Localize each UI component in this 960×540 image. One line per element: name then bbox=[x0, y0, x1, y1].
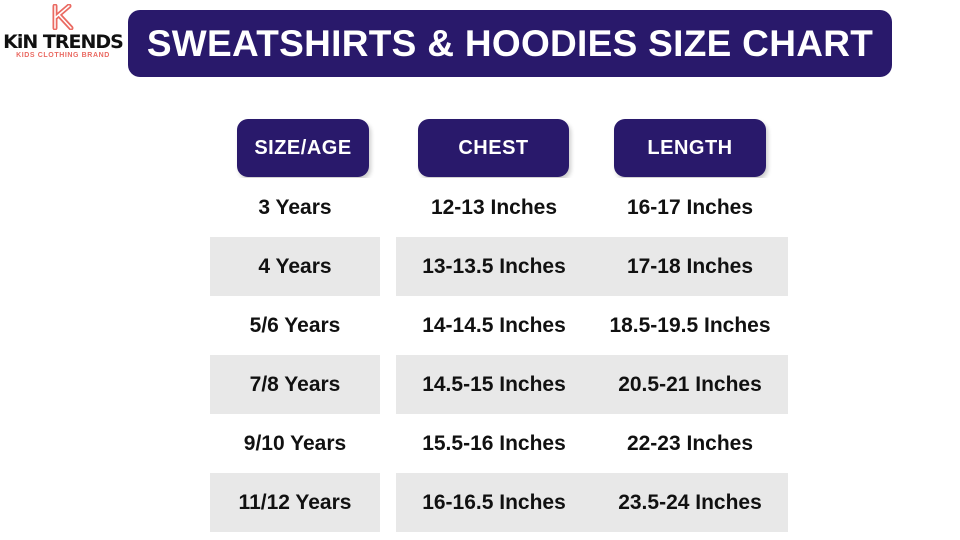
table-row: 3 Years bbox=[210, 178, 380, 237]
size-cell: 5/6 Years bbox=[249, 313, 341, 337]
table-row: 14.5-15 Inches 20.5-21 Inches bbox=[396, 355, 788, 414]
brand-logo: KiN TRENDS KIDS CLOTHING BRAND bbox=[0, 4, 126, 68]
k-logo-icon bbox=[52, 4, 74, 30]
length-cell: 20.5-21 Inches bbox=[618, 372, 762, 396]
length-cell: 16-17 Inches bbox=[626, 195, 754, 219]
size-cell: 3 Years bbox=[258, 195, 332, 219]
header-length: LENGTH bbox=[614, 119, 766, 177]
chest-cell: 16-16.5 Inches bbox=[422, 490, 566, 514]
table-row: 4 Years bbox=[210, 237, 380, 296]
header-chest: CHEST bbox=[418, 119, 569, 177]
length-cell: 22-23 Inches bbox=[626, 431, 754, 455]
chest-cell: 15.5-16 Inches bbox=[422, 431, 566, 455]
chest-cell: 14-14.5 Inches bbox=[422, 313, 566, 337]
table-row: 16-16.5 Inches 23.5-24 Inches bbox=[396, 473, 788, 532]
table-row: 9/10 Years bbox=[210, 414, 380, 473]
table-row: 15.5-16 Inches 22-23 Inches bbox=[396, 414, 788, 473]
table-row: 13-13.5 Inches 17-18 Inches bbox=[396, 237, 788, 296]
size-cell: 4 Years bbox=[258, 254, 332, 278]
table-row: 14-14.5 Inches 18.5-19.5 Inches bbox=[396, 296, 788, 355]
measurements-column: 12-13 Inches 16-17 Inches 13-13.5 Inches 17… bbox=[396, 178, 788, 532]
size-column: 3 Years 4 Years 5/6 Years 7/8 Years 9/10 Yea… bbox=[210, 178, 380, 532]
page-title: SWEATSHIRTS & HOODIES SIZE CHART bbox=[128, 10, 892, 77]
size-cell: 9/10 Years bbox=[243, 431, 347, 455]
size-cell: 11/12 Years bbox=[238, 490, 352, 514]
table-row: 7/8 Years bbox=[210, 355, 380, 414]
chest-cell: 14.5-15 Inches bbox=[422, 372, 566, 396]
size-cell: 7/8 Years bbox=[249, 372, 341, 396]
table-row: 11/12 Years bbox=[210, 473, 380, 532]
header-size-age: SIZE/AGE bbox=[237, 119, 369, 177]
brand-name: KiN TRENDS bbox=[3, 31, 124, 53]
length-cell: 23.5-24 Inches bbox=[618, 490, 762, 514]
brand-tagline: KIDS CLOTHING BRAND bbox=[16, 52, 110, 59]
length-cell: 17-18 Inches bbox=[626, 254, 754, 278]
length-cell: 18.5-19.5 Inches bbox=[609, 313, 771, 337]
chest-cell: 13-13.5 Inches bbox=[422, 254, 566, 278]
table-row: 5/6 Years bbox=[210, 296, 380, 355]
chest-cell: 12-13 Inches bbox=[430, 195, 558, 219]
table-row: 12-13 Inches 16-17 Inches bbox=[396, 178, 788, 237]
